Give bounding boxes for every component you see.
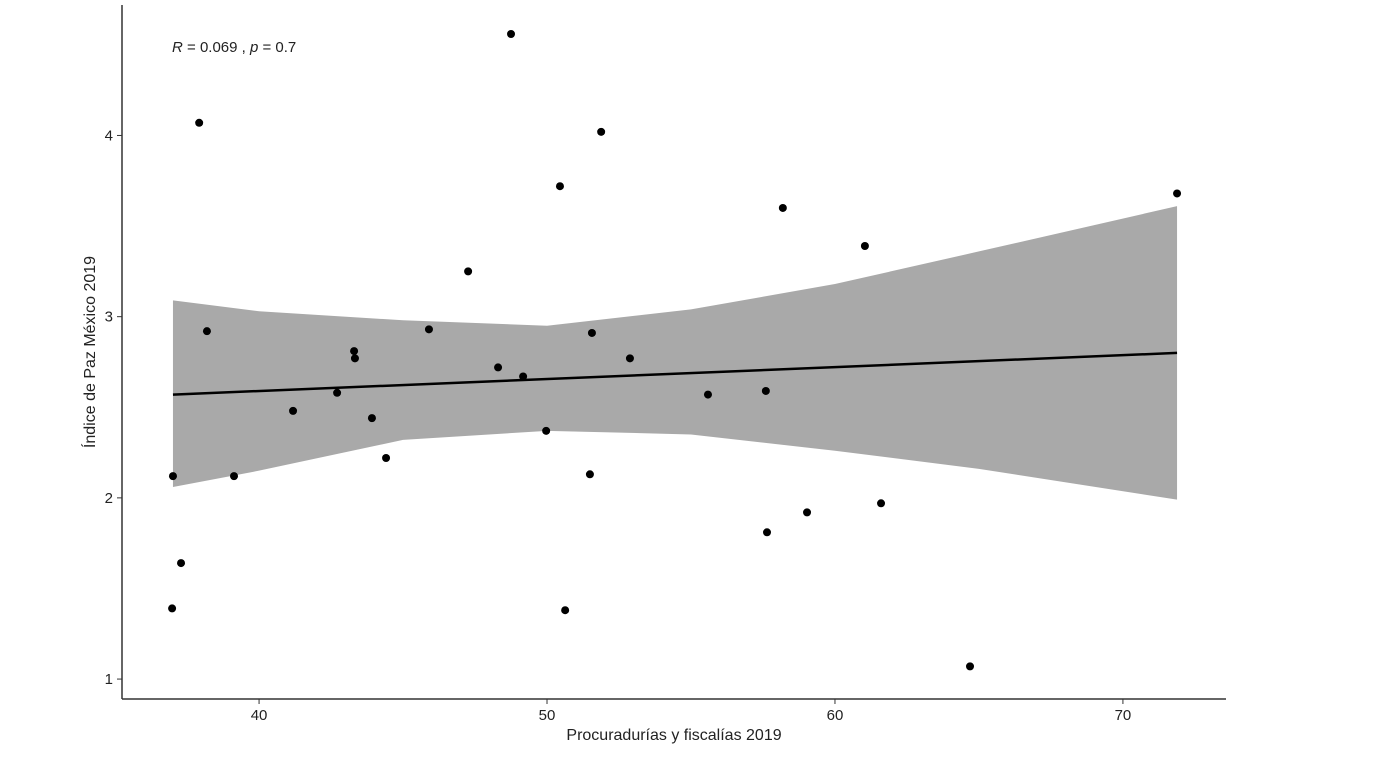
point (202, 327, 211, 336)
point (168, 472, 177, 481)
point (703, 390, 712, 399)
x-tick-label: 70 (1115, 707, 1132, 724)
annotation-part: = 0.069 , (183, 39, 250, 56)
y-tick-label: 1 (105, 671, 113, 688)
point (289, 406, 298, 415)
point (761, 386, 770, 395)
y-tick-label: 4 (105, 127, 113, 144)
point (519, 372, 528, 381)
x-tick-label: 50 (539, 707, 556, 724)
point (542, 426, 551, 435)
point (382, 454, 391, 463)
point (778, 203, 787, 212)
x-tick-label: 60 (827, 707, 844, 724)
y-tick-label: 3 (105, 309, 113, 326)
annotation-part: p (249, 39, 258, 56)
point (367, 414, 376, 423)
point (350, 347, 359, 356)
point (561, 606, 570, 615)
annotation-part: R (172, 39, 183, 56)
point (555, 182, 564, 191)
point (763, 528, 772, 537)
point (195, 118, 204, 127)
point (803, 508, 812, 517)
confidence-band (172, 206, 1178, 500)
point (597, 127, 606, 136)
point (494, 363, 503, 372)
point (350, 354, 359, 363)
fit-line (172, 351, 1178, 396)
y-axis-label: Índice de Paz México 2019 (80, 256, 99, 448)
point (333, 388, 342, 397)
x-tick-label: 40 (251, 707, 268, 724)
point (966, 662, 975, 671)
point (860, 241, 869, 250)
point (464, 267, 473, 276)
point (587, 328, 596, 337)
annotation: R = 0.069 , p = 0.7 (172, 39, 296, 56)
point (177, 559, 186, 568)
y-tick-label: 2 (105, 490, 113, 507)
point (507, 29, 516, 38)
point (168, 604, 177, 613)
point (424, 325, 433, 334)
annotation-part: = 0.7 (258, 39, 296, 56)
point (877, 499, 886, 508)
point (1173, 189, 1182, 198)
x-axis-label: Procuradurías y fiscalías 2019 (566, 727, 781, 744)
point (625, 354, 634, 363)
point (230, 472, 239, 481)
point (585, 470, 594, 479)
